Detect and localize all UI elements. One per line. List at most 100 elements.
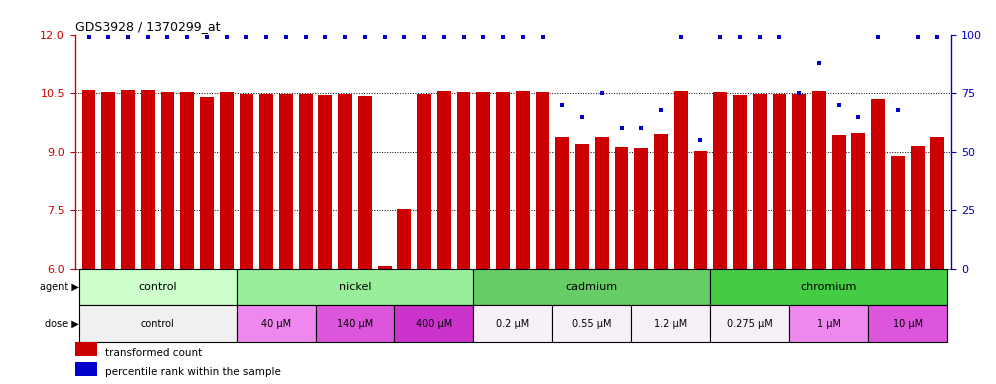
Point: [318, 34, 334, 40]
Bar: [358, 96, 372, 269]
Bar: [339, 94, 352, 269]
Bar: [553, 305, 631, 342]
Point: [139, 34, 155, 40]
Point: [909, 34, 925, 40]
Text: transformed count: transformed count: [106, 348, 202, 358]
Text: dose ▶: dose ▶: [45, 318, 79, 329]
Point: [219, 34, 235, 40]
Point: [376, 34, 392, 40]
Text: 0.2 μM: 0.2 μM: [496, 318, 530, 329]
Bar: [516, 91, 530, 269]
Bar: [674, 91, 687, 269]
Point: [732, 34, 748, 40]
Bar: [496, 92, 510, 269]
Point: [633, 125, 649, 131]
Point: [179, 34, 195, 40]
Bar: [634, 148, 648, 269]
Text: 140 μM: 140 μM: [337, 318, 374, 329]
Bar: [473, 269, 710, 305]
Bar: [615, 147, 628, 269]
Point: [535, 34, 551, 40]
Bar: [237, 305, 316, 342]
Point: [199, 34, 215, 40]
Point: [436, 34, 452, 40]
Bar: [733, 95, 747, 269]
Bar: [220, 92, 234, 269]
Bar: [812, 91, 826, 269]
Bar: [75, 342, 97, 356]
Bar: [279, 94, 293, 269]
Bar: [239, 94, 253, 269]
Point: [889, 106, 905, 113]
Bar: [259, 94, 273, 269]
Point: [101, 34, 117, 40]
Bar: [299, 94, 313, 269]
Point: [851, 114, 867, 120]
Text: chromium: chromium: [801, 282, 857, 292]
Bar: [237, 269, 473, 305]
Bar: [713, 91, 727, 269]
Point: [416, 34, 432, 40]
Bar: [397, 209, 411, 269]
Text: percentile rank within the sample: percentile rank within the sample: [106, 367, 281, 377]
Bar: [710, 305, 789, 342]
Point: [594, 90, 610, 96]
Bar: [852, 133, 866, 269]
Point: [574, 114, 590, 120]
Point: [258, 34, 274, 40]
Text: 1 μM: 1 μM: [817, 318, 841, 329]
Bar: [82, 90, 96, 269]
Bar: [140, 90, 154, 269]
Bar: [654, 134, 668, 269]
Point: [81, 34, 97, 40]
Bar: [394, 305, 473, 342]
Bar: [556, 137, 569, 269]
Point: [772, 34, 788, 40]
Bar: [631, 305, 710, 342]
Bar: [930, 137, 944, 269]
Text: 1.2 μM: 1.2 μM: [654, 318, 687, 329]
Point: [338, 34, 354, 40]
Text: 0.275 μM: 0.275 μM: [727, 318, 773, 329]
Point: [871, 34, 886, 40]
Point: [752, 34, 768, 40]
Bar: [79, 305, 237, 342]
Bar: [536, 92, 550, 269]
Bar: [102, 92, 116, 269]
Text: control: control: [138, 282, 177, 292]
Bar: [79, 269, 237, 305]
Bar: [319, 96, 333, 269]
Text: control: control: [140, 318, 174, 329]
Bar: [891, 156, 904, 269]
Bar: [773, 94, 787, 269]
Point: [396, 34, 412, 40]
Bar: [869, 305, 947, 342]
Point: [515, 34, 531, 40]
Bar: [473, 305, 553, 342]
Text: GDS3928 / 1370299_at: GDS3928 / 1370299_at: [75, 20, 220, 33]
Point: [555, 102, 571, 108]
Bar: [437, 91, 451, 269]
Bar: [180, 91, 194, 269]
Bar: [832, 135, 846, 269]
Text: cadmium: cadmium: [566, 282, 618, 292]
Point: [614, 125, 629, 131]
Bar: [75, 362, 97, 376]
Point: [278, 34, 294, 40]
Bar: [910, 146, 924, 269]
Bar: [595, 137, 609, 269]
Bar: [160, 91, 174, 269]
Bar: [200, 97, 214, 269]
Bar: [693, 151, 707, 269]
Text: nickel: nickel: [339, 282, 372, 292]
Point: [475, 34, 491, 40]
Text: 40 μM: 40 μM: [261, 318, 291, 329]
Bar: [476, 92, 490, 269]
Point: [831, 102, 847, 108]
Point: [159, 34, 175, 40]
Point: [298, 34, 314, 40]
Bar: [575, 144, 589, 269]
Point: [791, 90, 807, 96]
Text: 400 μM: 400 μM: [416, 318, 452, 329]
Bar: [377, 266, 391, 269]
